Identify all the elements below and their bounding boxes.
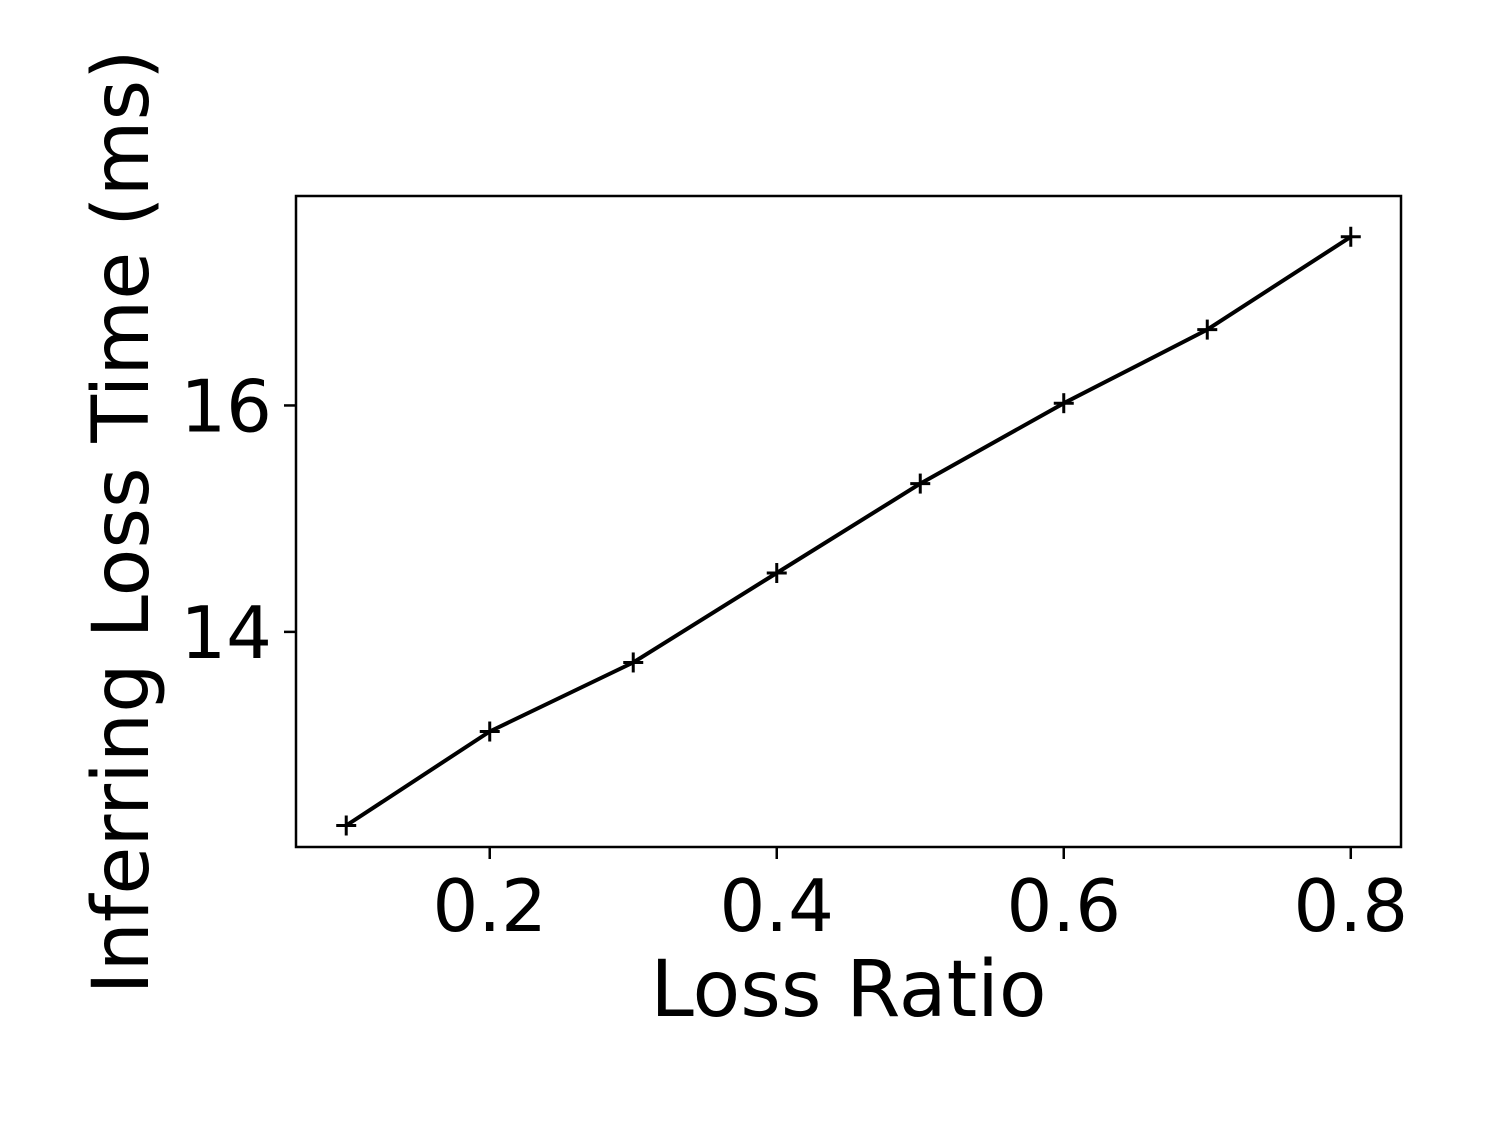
x-tick-label: 0.4	[719, 864, 834, 948]
x-axis-label: Loss Ratio	[650, 945, 1046, 1035]
tick-labels: 0.2 0.4 0.6 0.8 14 16	[180, 364, 1408, 948]
data-point-marker	[1197, 319, 1218, 340]
data-point-marker	[336, 815, 357, 836]
axis-ticks	[284, 404, 1353, 859]
data-point-marker	[910, 473, 931, 494]
x-tick-label: 0.2	[432, 864, 547, 948]
y-tick-label: 16	[180, 364, 272, 448]
series-group	[336, 226, 1361, 836]
data-point-marker	[766, 563, 787, 584]
plot-frame	[294, 194, 1403, 849]
data-point-marker	[1340, 226, 1361, 247]
data-point-marker	[623, 652, 644, 673]
data-point-marker	[1053, 393, 1074, 414]
x-tick-label: 0.6	[1007, 864, 1122, 948]
y-axis-label: Inferring Loss Time (ms)	[77, 49, 167, 994]
x-tick-label: 0.8	[1294, 864, 1409, 948]
y-tick-label: 14	[180, 591, 272, 675]
series-line	[344, 234, 1353, 828]
data-point-marker	[479, 721, 500, 742]
